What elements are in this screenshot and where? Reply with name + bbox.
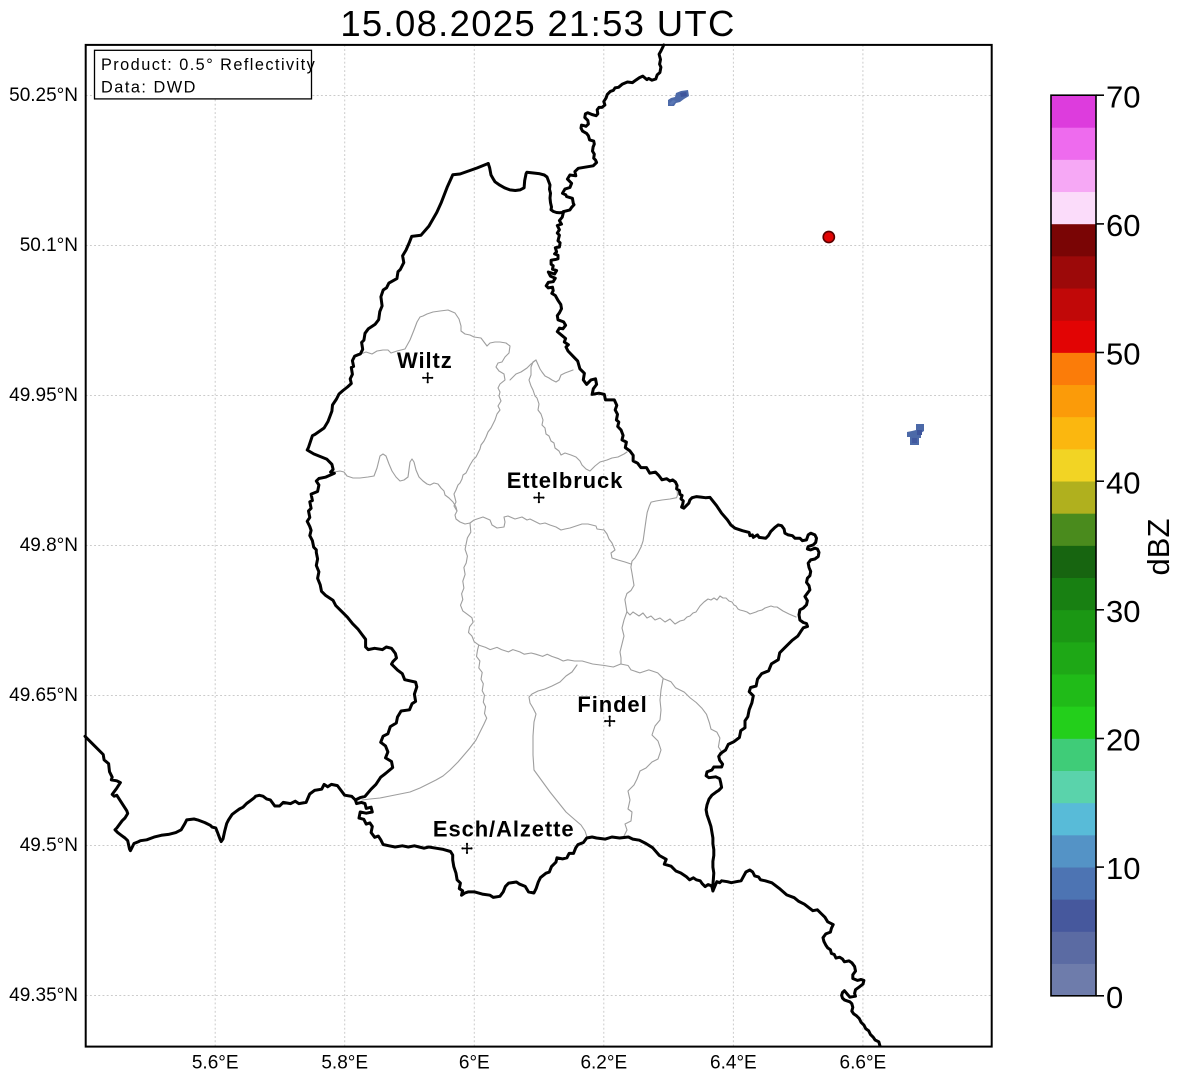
svg-text:dBZ: dBZ [1141,519,1176,576]
svg-text:10: 10 [1106,851,1140,886]
svg-text:15.08.2025 21:53 UTC: 15.08.2025 21:53 UTC [340,3,735,44]
svg-text:6.6°E: 6.6°E [840,1053,887,1074]
svg-text:70: 70 [1106,79,1140,114]
svg-text:20: 20 [1106,723,1140,758]
svg-text:Data: DWD: Data: DWD [101,79,197,97]
svg-text:Product: 0.5° Reflectivity: Product: 0.5° Reflectivity [101,56,316,74]
svg-text:49.35°N: 49.35°N [9,985,78,1006]
svg-text:49.8°N: 49.8°N [20,535,78,556]
svg-text:40: 40 [1106,465,1140,500]
svg-text:49.65°N: 49.65°N [9,685,78,706]
svg-text:6°E: 6°E [459,1053,490,1074]
svg-text:0: 0 [1106,980,1123,1015]
svg-text:Esch/Alzette: Esch/Alzette [433,817,575,842]
svg-text:6.4°E: 6.4°E [710,1053,757,1074]
svg-text:50.1°N: 50.1°N [20,235,78,256]
svg-text:49.5°N: 49.5°N [20,835,78,856]
svg-text:6.2°E: 6.2°E [580,1053,627,1074]
svg-text:Findel: Findel [577,692,647,717]
svg-text:50.25°N: 50.25°N [9,85,78,106]
svg-text:30: 30 [1106,594,1140,629]
svg-text:5.6°E: 5.6°E [192,1053,239,1074]
svg-text:5.8°E: 5.8°E [321,1053,368,1074]
svg-text:60: 60 [1106,208,1140,243]
svg-text:Wiltz: Wiltz [397,348,453,373]
svg-text:Ettelbruck: Ettelbruck [507,468,624,493]
svg-text:49.95°N: 49.95°N [9,385,78,406]
svg-text:50: 50 [1106,337,1140,372]
